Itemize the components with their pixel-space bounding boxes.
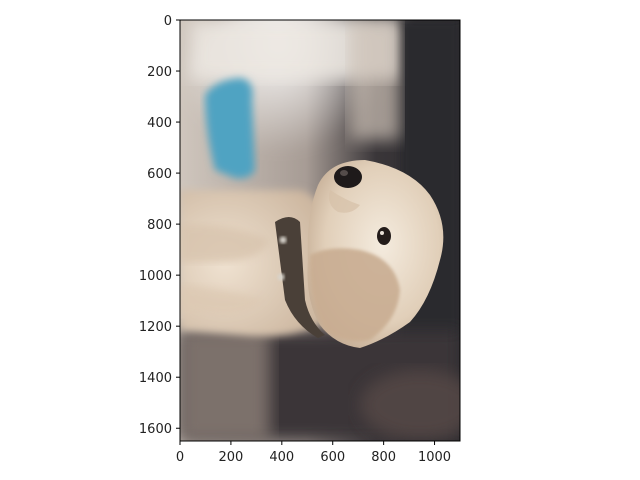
- axes-frame: [179, 19, 461, 442]
- y-tick-label: 800: [147, 218, 172, 233]
- y-tick-label: 1000: [139, 269, 172, 284]
- collar-tag: [279, 236, 287, 244]
- y-tick-label: 200: [147, 65, 172, 80]
- blue-toy: [205, 78, 255, 179]
- puppy-photo: [180, 20, 460, 441]
- puppy-nose: [334, 166, 362, 188]
- x-tick-label: 0: [176, 450, 184, 465]
- collar: [275, 217, 325, 338]
- x-tick-label: 600: [320, 450, 345, 465]
- x-tick-label: 800: [371, 450, 396, 465]
- x-tick-label: 200: [218, 450, 243, 465]
- y-tick-label: 400: [147, 116, 172, 131]
- y-tick-label: 600: [147, 167, 172, 182]
- puppy-ear: [309, 248, 400, 342]
- x-tick-label: 1000: [418, 450, 451, 465]
- puppy-eye: [377, 227, 391, 245]
- y-axis: 0 200 400 600 800 1000 1200 1400 1600: [139, 14, 180, 437]
- y-tick-label: 1600: [139, 422, 172, 437]
- y-tick-label: 1400: [139, 371, 172, 386]
- y-tick-label: 0: [164, 14, 172, 29]
- x-tick-label: 400: [269, 450, 294, 465]
- x-axis: 0 200 400 600 800 1000: [176, 441, 451, 465]
- y-tick-label: 1200: [139, 320, 172, 335]
